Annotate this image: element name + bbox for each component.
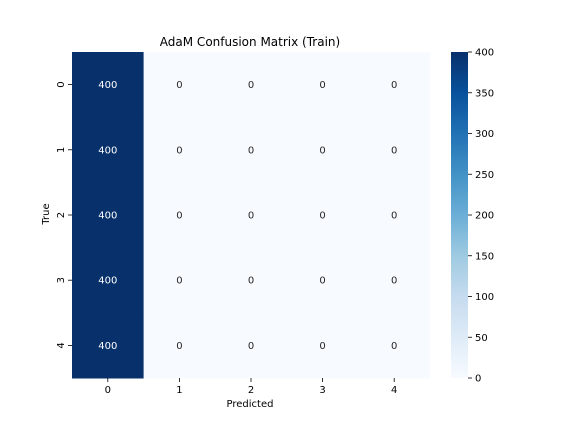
colorbar-tick-label: 150 [475, 251, 494, 262]
colorbar-tick-label: 300 [475, 129, 494, 140]
heatmap-cells: 400 0 0 0 0 400 0 0 0 0 400 0 0 0 0 400 0 0 0 0 400 0 0 0 0 [72, 52, 431, 379]
cell-value-label: 400 [98, 145, 117, 156]
x-axis-ticks: 0 1 2 3 4 [105, 378, 397, 396]
cell-value-label: 0 [248, 145, 254, 156]
cell-value-label: 0 [176, 341, 182, 352]
heatmap-cell [358, 52, 431, 118]
heatmap-cell [72, 182, 145, 249]
heatmap-cell [358, 117, 431, 183]
heatmap-cell [72, 117, 145, 183]
cell-value-label: 0 [391, 145, 397, 156]
cell-value-label: 0 [176, 211, 182, 222]
heatmap-cell [286, 247, 359, 314]
chart-title: AdaM Confusion Matrix (Train) [160, 35, 340, 49]
cell-value-label: 0 [391, 211, 397, 222]
heatmap-cell [215, 312, 288, 379]
x-tick-label: 0 [105, 385, 111, 396]
x-tick-label: 4 [391, 385, 397, 396]
colorbar-tick-label: 100 [475, 292, 494, 303]
cell-value-label: 400 [98, 211, 117, 222]
cell-value-label: 0 [248, 80, 254, 91]
cell-value-label: 0 [319, 145, 325, 156]
cell-value-label: 0 [319, 276, 325, 287]
colorbar-tick-label: 350 [475, 88, 494, 99]
cell-value-label: 0 [391, 341, 397, 352]
heatmap-cell [286, 52, 359, 118]
cell-value-label: 0 [248, 211, 254, 222]
heatmap-cell [286, 182, 359, 249]
colorbar-tick-label: 50 [475, 333, 488, 344]
heatmap-cell [143, 182, 216, 249]
cell-value-label: 0 [391, 276, 397, 287]
y-tick-label: 1 [56, 147, 67, 153]
colorbar-ticks: 0 50 100 150 200 250 300 350 400 [468, 48, 494, 385]
cell-value-label: 0 [391, 80, 397, 91]
heatmap-cell [143, 312, 216, 379]
heatmap-cell [215, 247, 288, 314]
heatmap-cell [286, 117, 359, 183]
cell-value-label: 0 [319, 80, 325, 91]
cell-value-label: 0 [176, 276, 182, 287]
heatmap-cell [286, 312, 359, 379]
heatmap-cell [72, 312, 145, 379]
x-axis-label: Predicted [227, 399, 274, 410]
cell-value-label: 0 [319, 211, 325, 222]
colorbar-tick-label: 250 [475, 170, 494, 181]
cell-value-label: 400 [98, 80, 117, 91]
colorbar-tick-label: 200 [475, 211, 494, 222]
heatmap-cell [143, 117, 216, 183]
y-axis-label: True [41, 203, 52, 225]
y-tick-label: 3 [56, 277, 67, 283]
heatmap-cell [143, 52, 216, 118]
heatmap-cell [215, 52, 288, 118]
x-tick-label: 3 [319, 385, 325, 396]
colorbar [451, 52, 468, 378]
cell-value-label: 0 [319, 341, 325, 352]
y-tick-label: 4 [56, 342, 67, 348]
y-tick-label: 0 [56, 81, 67, 87]
heatmap-cell [72, 247, 145, 314]
heatmap-cell [358, 312, 431, 379]
heatmap-cell [215, 182, 288, 249]
heatmap-cell [143, 247, 216, 314]
colorbar-tick-label: 0 [475, 374, 481, 385]
heatmap-cell [358, 247, 431, 314]
heatmap-cell [215, 117, 288, 183]
cell-value-label: 400 [98, 276, 117, 287]
colorbar-tick-label: 400 [475, 48, 494, 59]
cell-value-label: 0 [248, 276, 254, 287]
y-axis-ticks: 0 1 2 3 4 [56, 81, 72, 349]
cell-value-label: 0 [176, 80, 182, 91]
heatmap-cell [72, 52, 145, 118]
cell-value-label: 0 [248, 341, 254, 352]
cell-value-label: 400 [98, 341, 117, 352]
y-tick-label: 2 [56, 212, 67, 218]
heatmap-cell [358, 182, 431, 249]
x-tick-label: 1 [176, 385, 182, 396]
x-tick-label: 2 [248, 385, 254, 396]
cell-value-label: 0 [176, 145, 182, 156]
